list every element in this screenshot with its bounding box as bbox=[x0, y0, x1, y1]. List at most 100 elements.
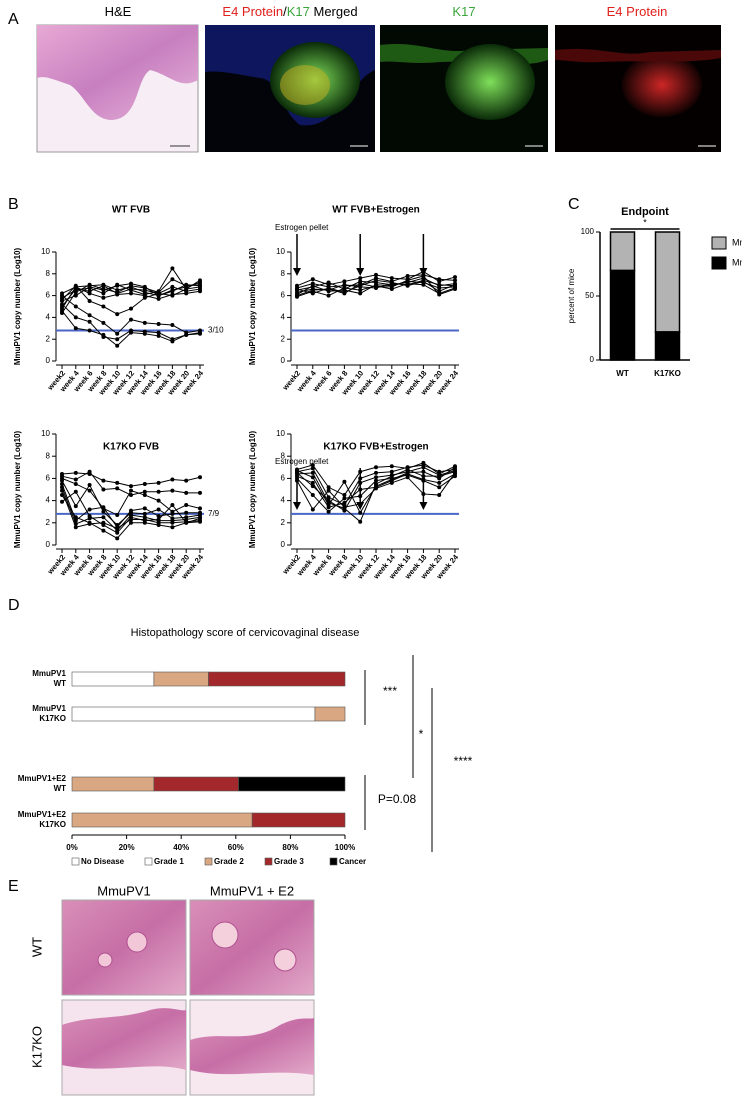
data-point bbox=[198, 490, 202, 495]
y-tick-label: 8 bbox=[46, 269, 51, 278]
k17-green bbox=[445, 44, 535, 120]
data-point bbox=[87, 514, 92, 519]
column-label: MmuPV1 bbox=[97, 883, 150, 898]
data-point bbox=[453, 468, 457, 473]
data-point bbox=[374, 465, 378, 470]
legend-label: MmuPV1+ bbox=[732, 257, 742, 267]
bar-segment bbox=[208, 671, 346, 687]
arrow-head bbox=[293, 268, 301, 276]
data-point bbox=[170, 323, 175, 328]
data-point bbox=[342, 493, 347, 498]
data-point bbox=[60, 302, 64, 307]
data-point bbox=[156, 507, 161, 512]
data-point bbox=[142, 331, 147, 336]
y-tick-label: 50 bbox=[585, 291, 594, 300]
data-point bbox=[374, 278, 378, 283]
image-title: K17 bbox=[452, 4, 475, 19]
data-point bbox=[389, 284, 394, 289]
data-point bbox=[87, 299, 92, 304]
data-point bbox=[87, 520, 92, 525]
data-point bbox=[142, 320, 147, 325]
data-point bbox=[115, 312, 120, 317]
significance: * bbox=[643, 217, 647, 227]
data-point bbox=[101, 528, 106, 533]
data-point bbox=[342, 279, 347, 284]
data-point bbox=[421, 279, 426, 284]
y-tick-label: 6 bbox=[46, 474, 51, 483]
data-point bbox=[405, 273, 410, 278]
data-point bbox=[374, 484, 378, 489]
y-tick-label: 0 bbox=[281, 540, 286, 549]
data-point bbox=[374, 475, 378, 480]
annotation: 3/10 bbox=[208, 326, 224, 335]
data-point bbox=[73, 326, 78, 331]
y-tick-label: 2 bbox=[46, 518, 51, 527]
data-point bbox=[142, 285, 147, 290]
data-point bbox=[156, 514, 161, 519]
data-point bbox=[170, 511, 175, 516]
arrow-head bbox=[356, 502, 365, 510]
data-point bbox=[60, 478, 64, 483]
data-point bbox=[437, 480, 442, 485]
significance: P=0.08 bbox=[378, 792, 417, 806]
significance: *** bbox=[383, 684, 397, 698]
data-point bbox=[184, 490, 189, 495]
data-point bbox=[87, 469, 92, 474]
arrow-head bbox=[419, 502, 428, 510]
data-point bbox=[198, 510, 202, 515]
data-point bbox=[405, 469, 410, 474]
legend-label: Grade 2 bbox=[214, 857, 244, 866]
y-tick-label: 4 bbox=[46, 496, 51, 505]
histology-detail bbox=[273, 948, 297, 972]
data-point bbox=[73, 304, 78, 309]
chart-title: WT FVB bbox=[112, 205, 150, 216]
row-label: WT bbox=[29, 937, 44, 957]
chart-title: Histopathology score of cervicovaginal d… bbox=[131, 627, 360, 639]
data-point bbox=[453, 275, 457, 280]
data-point bbox=[87, 488, 92, 493]
series-line bbox=[61, 295, 201, 335]
data-point bbox=[87, 483, 92, 488]
legend-swatch bbox=[204, 857, 213, 866]
data-point bbox=[73, 515, 78, 520]
data-point bbox=[142, 481, 147, 486]
y-tick-label: 0 bbox=[590, 355, 595, 364]
data-point bbox=[115, 337, 120, 342]
bar-segment bbox=[238, 776, 346, 792]
data-point bbox=[342, 508, 347, 513]
data-point bbox=[73, 525, 78, 530]
data-point bbox=[326, 485, 331, 490]
x-tick-label: 60% bbox=[228, 843, 244, 852]
data-point bbox=[198, 278, 202, 283]
data-point bbox=[184, 503, 189, 508]
panel-e-images bbox=[61, 899, 315, 1096]
bar-segment bbox=[71, 671, 155, 687]
legend-label: Grade 1 bbox=[154, 857, 184, 866]
y-tick-label: 0 bbox=[46, 540, 51, 549]
data-point bbox=[60, 481, 64, 486]
data-point bbox=[198, 475, 202, 480]
bar-segment bbox=[153, 671, 209, 687]
data-point bbox=[342, 285, 347, 290]
data-point bbox=[310, 277, 315, 282]
data-point bbox=[310, 480, 315, 485]
data-point bbox=[101, 287, 106, 292]
y-tick-label: 4 bbox=[46, 313, 51, 322]
bar-segment bbox=[314, 706, 346, 722]
data-point bbox=[389, 469, 394, 474]
data-point bbox=[101, 320, 106, 325]
data-point bbox=[87, 282, 92, 287]
data-point bbox=[326, 280, 331, 285]
data-point bbox=[129, 287, 133, 292]
data-point bbox=[156, 523, 161, 528]
panel-a-images bbox=[36, 24, 721, 153]
data-point bbox=[437, 476, 442, 481]
data-point bbox=[129, 291, 133, 296]
data-point bbox=[115, 513, 120, 518]
data-point bbox=[73, 489, 78, 494]
y-tick-label: 0 bbox=[281, 356, 286, 365]
y-tick-label: 2 bbox=[46, 334, 51, 343]
y-tick-label: 0 bbox=[46, 356, 51, 365]
data-point bbox=[156, 330, 161, 335]
